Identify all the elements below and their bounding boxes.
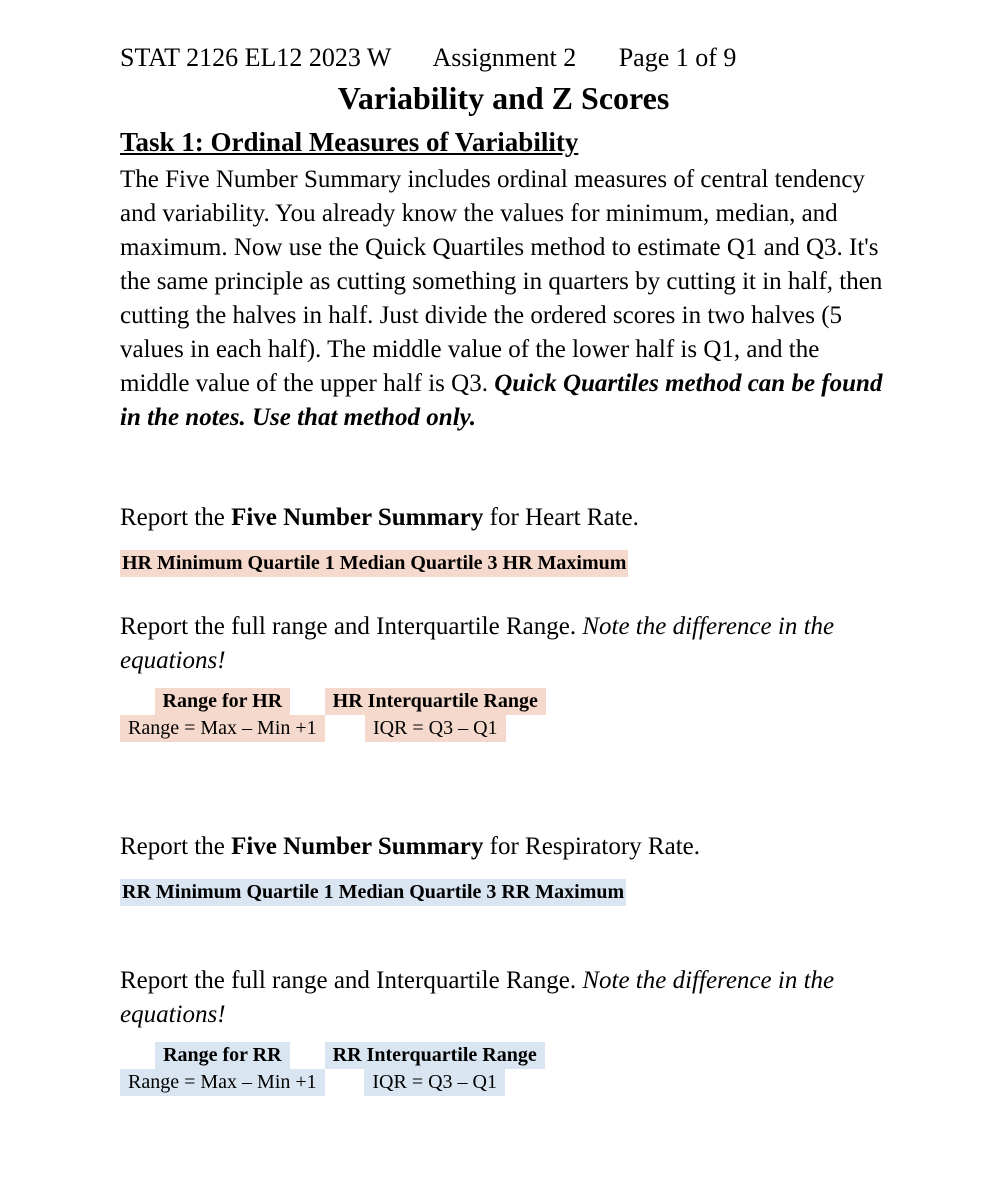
hr-range-col1-formula: Range = Max – Min +1 (120, 715, 325, 742)
rr-summary-prompt: Report the Five Number Summary for Respi… (120, 830, 887, 864)
page-title: Variability and Z Scores (120, 77, 887, 120)
rr-range-col1: Range for RR Range = Max – Min +1 (120, 1042, 325, 1096)
hr-range-col2-formula: IQR = Q3 – Q1 (365, 715, 506, 742)
rr-summary-post: for Respiratory Rate. (483, 833, 700, 860)
hr-range-table: Range for HR Range = Max – Min +1 HR Int… (120, 688, 887, 742)
hr-summary-prompt: Report the Five Number Summary for Heart… (120, 501, 887, 535)
course-code: STAT 2126 EL12 2023 W (120, 43, 391, 72)
rr-summary-pre: Report the (120, 833, 231, 860)
rr-range-col2: RR Interquartile Range IQR = Q3 – Q1 (325, 1042, 545, 1096)
task1-paragraph: The Five Number Summary includes ordinal… (120, 163, 887, 435)
rr-range-plain: Report the full range and Interquartile … (120, 967, 582, 994)
rr-summary-bold: Five Number Summary (231, 833, 483, 860)
rr-range-col1-formula: Range = Max – Min +1 (120, 1069, 325, 1096)
rr-five-number-row: RR Minimum Quartile 1 Median Quartile 3 … (120, 879, 626, 906)
rr-range-col2-formula: IQR = Q3 – Q1 (364, 1069, 505, 1096)
rr-range-prompt: Report the full range and Interquartile … (120, 964, 887, 1032)
page-header: STAT 2126 EL12 2023 W Assignment 2 Page … (120, 40, 887, 75)
hr-summary-pre: Report the (120, 504, 231, 531)
rr-range-table: Range for RR Range = Max – Min +1 RR Int… (120, 1042, 887, 1096)
task1-text-plain: The Five Number Summary includes ordinal… (120, 166, 882, 397)
hr-range-plain: Report the full range and Interquartile … (120, 613, 582, 640)
hr-summary-post: for Heart Rate. (483, 504, 638, 531)
hr-range-col2: HR Interquartile Range IQR = Q3 – Q1 (325, 688, 546, 742)
hr-range-col1: Range for HR Range = Max – Min +1 (120, 688, 325, 742)
hr-summary-bold: Five Number Summary (231, 504, 483, 531)
rr-range-col1-header: Range for RR (155, 1042, 290, 1069)
hr-range-prompt: Report the full range and Interquartile … (120, 610, 887, 678)
hr-five-number-row: HR Minimum Quartile 1 Median Quartile 3 … (120, 550, 628, 577)
assignment-label: Assignment 2 (432, 43, 576, 72)
task1-heading: Task 1: Ordinal Measures of Variability (120, 124, 887, 160)
hr-range-col1-header: Range for HR (155, 688, 291, 715)
hr-range-col2-header: HR Interquartile Range (325, 688, 546, 715)
rr-range-col2-header: RR Interquartile Range (325, 1042, 545, 1069)
page-indicator: Page 1 of 9 (619, 43, 737, 72)
